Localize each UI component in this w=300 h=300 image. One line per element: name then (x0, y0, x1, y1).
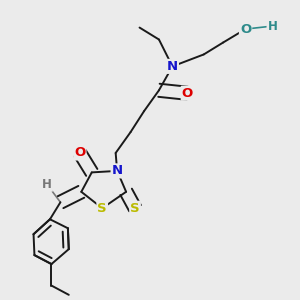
Text: O: O (74, 146, 85, 160)
Text: N: N (167, 60, 178, 73)
Text: O: O (182, 87, 193, 100)
Text: S: S (98, 202, 107, 215)
Text: N: N (112, 164, 123, 177)
Text: S: S (130, 202, 140, 215)
Text: H: H (42, 178, 52, 191)
Text: H: H (268, 20, 278, 33)
Text: O: O (240, 22, 251, 36)
